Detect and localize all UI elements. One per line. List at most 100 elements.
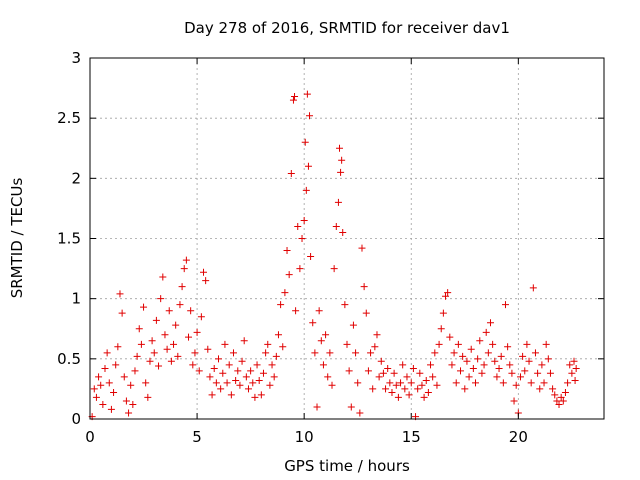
data-point [202, 277, 210, 285]
data-point [542, 340, 550, 348]
data-point [341, 301, 349, 309]
data-point [435, 340, 443, 348]
data-point [155, 362, 163, 370]
chart-title: Day 278 of 2016, SRMTID for receiver dav… [184, 19, 510, 37]
data-point [101, 364, 109, 372]
data-point [249, 379, 257, 387]
data-point [482, 328, 490, 336]
data-point [519, 352, 527, 360]
data-point [330, 265, 338, 273]
data-point [125, 409, 133, 417]
data-point [422, 376, 430, 384]
data-point [187, 307, 195, 315]
data-point [140, 303, 148, 311]
data-point [189, 361, 197, 369]
data-point [212, 379, 220, 387]
data-point [544, 355, 552, 363]
x-tick-label: 0 [85, 428, 95, 446]
data-point [285, 271, 293, 279]
data-point [229, 349, 237, 357]
data-point [122, 397, 130, 405]
data-point [270, 373, 278, 381]
data-point [433, 381, 441, 389]
data-point [465, 373, 473, 381]
data-point [347, 403, 355, 411]
data-point [416, 369, 424, 377]
data-point [386, 379, 394, 387]
data-point [253, 361, 261, 369]
y-tick-label: 3 [71, 49, 81, 67]
data-point [315, 307, 323, 315]
data-point [238, 357, 246, 365]
data-point [354, 379, 362, 387]
data-point [170, 340, 178, 348]
data-point [409, 364, 417, 372]
data-point [358, 244, 366, 252]
data-point [127, 381, 135, 389]
data-point [367, 349, 375, 357]
data-point [457, 367, 465, 375]
y-tick-label: 2.5 [57, 109, 81, 127]
y-tick-label: 0.5 [57, 350, 81, 368]
data-point [317, 337, 325, 345]
data-point [313, 403, 321, 411]
data-point [343, 340, 351, 348]
x-axis-label: GPS time / hours [284, 457, 410, 475]
data-point [452, 379, 460, 387]
data-point [232, 376, 240, 384]
data-point [493, 373, 501, 381]
data-point [495, 364, 503, 372]
data-point [476, 337, 484, 345]
data-point [163, 345, 171, 353]
data-point [262, 349, 270, 357]
data-point [448, 361, 456, 369]
data-point [349, 321, 357, 329]
data-point [561, 389, 569, 397]
data-point [257, 391, 265, 399]
data-point [148, 337, 156, 345]
data-point [467, 345, 475, 353]
data-point [489, 340, 497, 348]
data-point [504, 343, 512, 351]
y-tick-label: 2 [71, 169, 81, 187]
data-point [442, 292, 450, 300]
data-point [129, 401, 137, 409]
x-tick-label: 15 [402, 428, 421, 446]
data-point [506, 361, 514, 369]
data-point [142, 379, 150, 387]
data-point [437, 325, 445, 333]
data-point [105, 379, 113, 387]
data-point [418, 381, 426, 389]
data-point [337, 168, 345, 176]
data-point [336, 144, 344, 152]
x-tick-label: 5 [192, 428, 202, 446]
data-point [508, 369, 516, 377]
data-point [480, 361, 488, 369]
data-point [439, 309, 447, 317]
data-point [362, 309, 370, 317]
data-point [217, 385, 225, 393]
data-point [352, 349, 360, 357]
data-point [303, 90, 311, 98]
data-point [210, 364, 218, 372]
data-point [277, 301, 285, 309]
data-point [99, 401, 107, 409]
data-points [88, 90, 580, 421]
data-point [268, 361, 276, 369]
data-point [407, 379, 415, 387]
data-point [538, 361, 546, 369]
data-point [259, 369, 267, 377]
data-point [546, 369, 554, 377]
data-point [287, 170, 295, 178]
data-point [152, 316, 160, 324]
data-point [227, 391, 235, 399]
data-point [309, 319, 317, 327]
data-point [553, 397, 561, 405]
data-point [369, 385, 377, 393]
data-point [291, 93, 299, 101]
y-tick-label: 1.5 [57, 230, 81, 248]
y-tick-label: 1 [71, 290, 81, 308]
data-point [523, 340, 531, 348]
data-point [405, 391, 413, 399]
